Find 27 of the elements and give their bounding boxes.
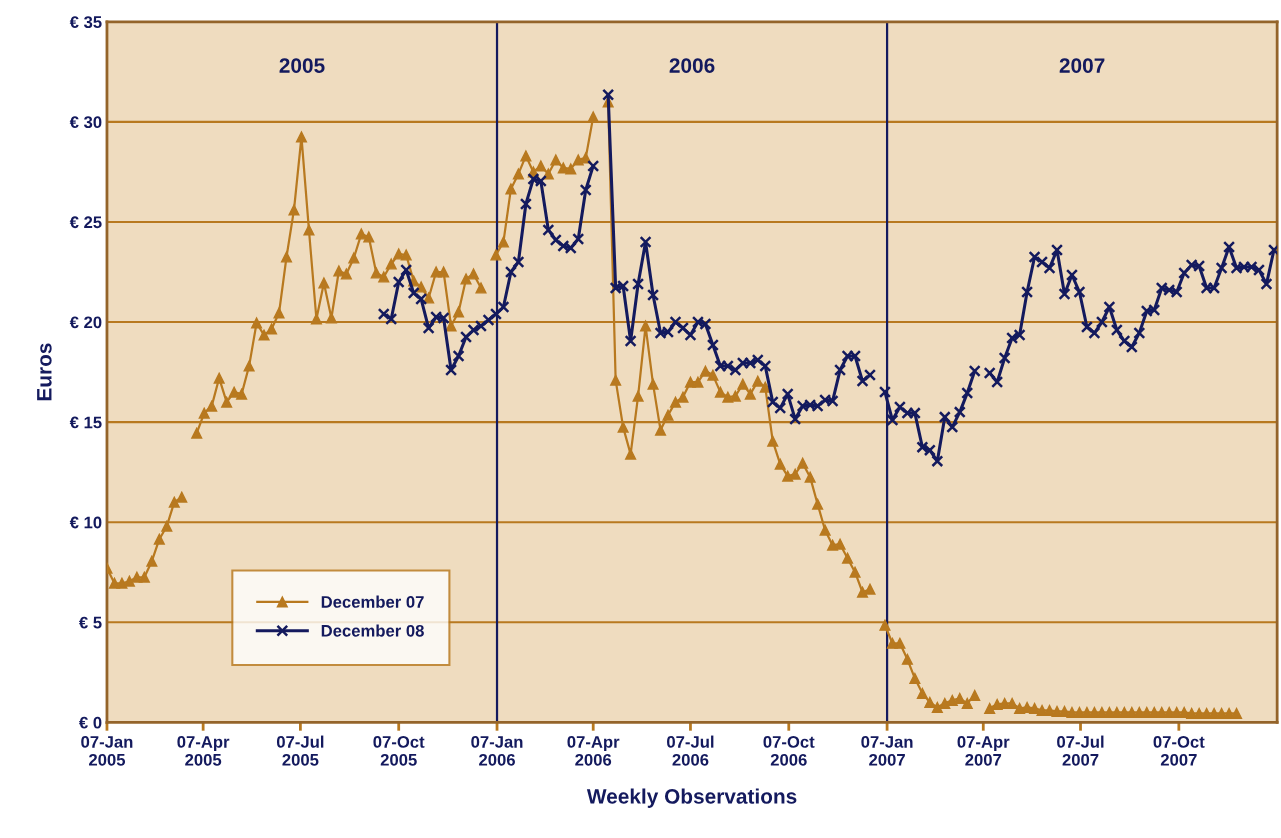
x-axis-title: Weekly Observations [586, 788, 797, 808]
x-tick-label: 07-Oct 2006 [763, 735, 815, 766]
y-tick-label: € 5 [79, 616, 102, 629]
y-tick-label: € 25 [69, 216, 102, 229]
x-tick-label: 07-Jul 2006 [667, 735, 714, 766]
annotation: 2007 [1059, 58, 1105, 73]
x-tick-label: 07-Jan 2005 [81, 735, 133, 766]
x-tick-label: 07-Oct 2005 [373, 735, 425, 766]
annotation: 2006 [669, 58, 715, 73]
x-tick-label: 07-Jul 2005 [276, 735, 324, 766]
y-tick-label: € 10 [69, 516, 102, 529]
x-tick-label: 07-Jul 2007 [1057, 735, 1104, 766]
x-tick-label: 07-Apr 2006 [567, 735, 620, 766]
y-axis-title: Euros [37, 343, 52, 401]
legend-label: December 07 [321, 595, 424, 608]
annotation: 2005 [279, 58, 325, 73]
legend-label: December 08 [321, 624, 424, 637]
y-tick-label: € 0 [79, 716, 102, 729]
x-tick-label: 07-Apr 2007 [957, 735, 1010, 766]
y-tick-label: € 20 [69, 316, 102, 329]
y-tick-label: € 35 [69, 16, 102, 29]
x-tick-label: 07-Jan 2007 [861, 735, 913, 766]
y-tick-label: € 15 [69, 416, 102, 429]
y-tick-label: € 30 [69, 116, 102, 129]
x-tick-label: 07-Jan 2006 [471, 735, 523, 766]
x-tick-label: 07-Apr 2005 [177, 735, 230, 766]
x-tick-label: 07-Oct 2007 [1153, 735, 1205, 766]
